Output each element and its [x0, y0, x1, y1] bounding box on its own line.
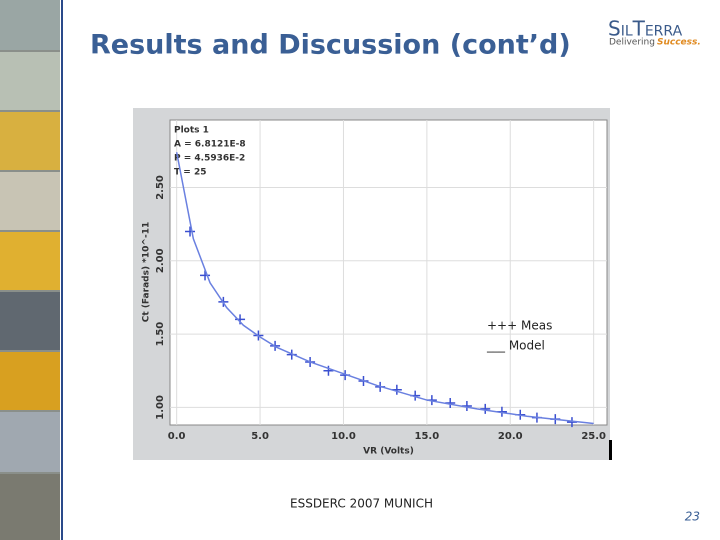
meas-point [185, 226, 196, 237]
annotation: A = 6.8121E-8 [174, 140, 246, 150]
x-tick-label: 15.0 [415, 431, 440, 442]
meas-point [200, 270, 211, 281]
footer: ESSDERC 2007 MUNICH [290, 497, 433, 511]
logo-tagline: Delivering [609, 38, 655, 48]
y-tick-label: 1.50 [155, 322, 166, 347]
x-tick-label: 5.0 [251, 431, 269, 442]
x-tick-label: 0.0 [168, 431, 186, 442]
marker-bar [609, 440, 612, 460]
y-tick-label: 2.00 [155, 248, 166, 273]
meas-point [323, 365, 334, 376]
annotation: T = 25 [174, 168, 206, 178]
photo-strip [0, 0, 60, 540]
page-number: 23 [685, 510, 700, 524]
model-line [175, 152, 594, 425]
x-tick-label: 25.0 [581, 431, 606, 442]
annotation: P = 4.5936E-2 [174, 154, 245, 164]
logo-accent: Success. [657, 38, 701, 48]
annotation: Plots 1 [174, 126, 209, 136]
legend-entry: +++ Meas [487, 319, 552, 333]
y-tick-label: 2.50 [155, 175, 166, 200]
chart: 1.00 1.50 2.00 2.50 0.0 5.0 10.0 15.0 20.0 25.0 VR… [142, 120, 607, 457]
legend-entry: ___ Model [486, 339, 545, 353]
y-tick-label: 1.00 [155, 395, 166, 420]
x-tick-label: 20.0 [498, 431, 523, 442]
x-axis-label: VR (Volts) [363, 447, 414, 457]
slide-title: Results and Discussion (cont’d) [90, 30, 571, 61]
logo: SilTerra [608, 17, 683, 41]
plot-area [169, 119, 608, 426]
y-axis-label: Ct (Farads) *10^-11 [142, 222, 152, 322]
x-tick-label: 10.0 [331, 431, 356, 442]
